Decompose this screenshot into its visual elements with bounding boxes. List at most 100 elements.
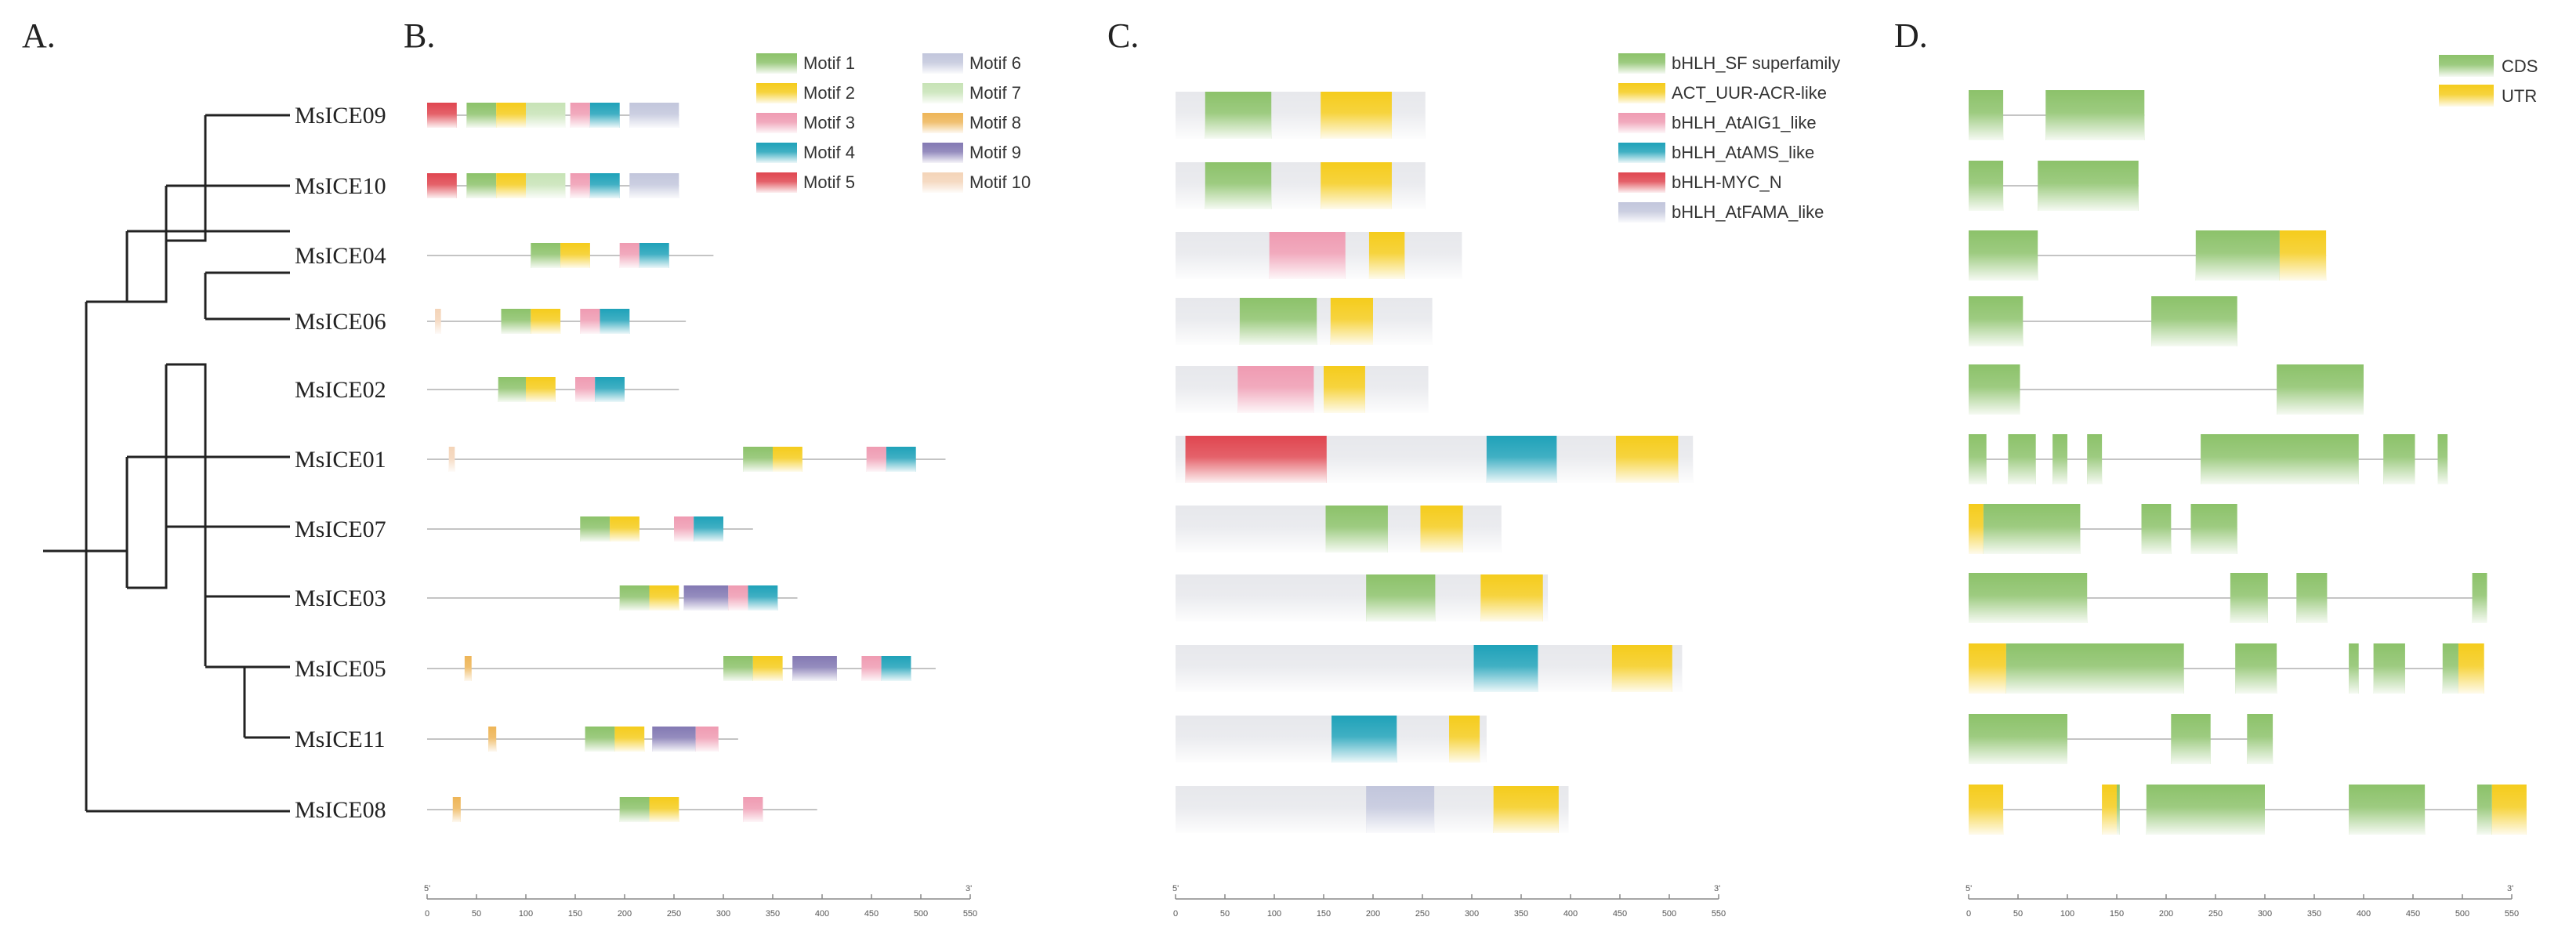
domain-box — [1205, 92, 1272, 139]
panel-b-tick-label: 0 — [425, 909, 429, 919]
motif-legend: Motif 1 Motif 2 Motif 3 Motif 4 Motif 5 Motif… — [756, 53, 1031, 193]
motif-box — [639, 243, 669, 268]
motif-box — [452, 797, 461, 822]
motif-box — [464, 656, 472, 681]
gene-label: MsICE10 — [295, 173, 386, 199]
cds-box — [2296, 573, 2328, 623]
cds-box — [2052, 434, 2067, 484]
legend-label: UTR — [2502, 86, 2537, 106]
panel-b-tick-label: 50 — [472, 909, 481, 919]
legend-label: Motif 2 — [803, 83, 855, 103]
panel-c-axis: 0 50 100 150 200 250 300 350 400 450 500 550 5' 3' — [1172, 884, 1726, 919]
cds-box — [2008, 434, 2036, 484]
panel-c-tick-label: 250 — [1415, 909, 1429, 919]
panel-b-tick-label: 100 — [519, 909, 533, 919]
gene-label: MsICE01 — [295, 447, 386, 473]
cds-box — [2151, 296, 2237, 346]
legend-swatch — [756, 143, 797, 163]
cds-box — [2349, 785, 2426, 835]
utr-box — [2491, 785, 2527, 835]
panel-d-tick-label: 450 — [2406, 909, 2420, 919]
legend-label: Motif 5 — [803, 172, 855, 192]
gene-label: MsICE09 — [295, 103, 386, 129]
panel-c-tick-label: 500 — [1662, 909, 1676, 919]
motif-box — [674, 516, 694, 542]
cds-box — [2230, 573, 2268, 623]
cds-box — [1969, 230, 2038, 281]
motif-box — [610, 516, 639, 542]
cds-box — [2476, 785, 2492, 835]
panel-c-tick-label: 450 — [1613, 909, 1627, 919]
cds-box — [1983, 504, 2081, 554]
legend-swatch — [1618, 172, 1665, 193]
motif-box — [570, 173, 590, 198]
motif-box — [427, 103, 457, 128]
legend-label: Motif 4 — [803, 143, 855, 162]
panel-c-tick-label: 400 — [1563, 909, 1578, 919]
legend-swatch — [1618, 53, 1665, 74]
motif-box — [629, 173, 679, 198]
cds-box — [2146, 785, 2265, 835]
motif-box — [861, 656, 882, 681]
motif-box — [496, 173, 526, 198]
gene-labels: MsICE09 MsICE10 MsICE04 MsICE06 MsICE02 MsICE… — [295, 103, 386, 823]
panel-c-domains — [1176, 92, 1694, 833]
motif-box — [773, 447, 803, 472]
motif-box — [575, 377, 596, 402]
panel-letter-d: D. — [1894, 16, 1928, 55]
utr-box — [1969, 785, 2004, 835]
legend-label: ACT_UUR-ACR-like — [1672, 83, 1827, 103]
motif-box — [580, 309, 600, 334]
utr-box — [2279, 230, 2327, 281]
legend-label: bHLH_AtFAMA_like — [1672, 202, 1824, 222]
cds-box — [2038, 161, 2139, 211]
motif-box — [498, 377, 526, 402]
panel-d-tick-label: 150 — [2110, 909, 2124, 919]
legend-swatch — [2439, 55, 2494, 77]
panel-b-end-label: 3' — [966, 884, 972, 893]
tree-branches — [43, 114, 290, 813]
domain-box — [1321, 162, 1392, 209]
panel-letter-a: A. — [22, 16, 56, 55]
motif-box — [501, 309, 531, 334]
panel-b-tick-label: 350 — [766, 909, 780, 919]
cds-box — [1969, 434, 1987, 484]
legend-swatch — [756, 83, 797, 103]
gene-label: MsICE03 — [295, 585, 386, 611]
panel-b-tick-label: 300 — [716, 909, 730, 919]
gene-label: MsICE08 — [295, 797, 386, 823]
motif-box — [649, 797, 679, 822]
phylogenetic-tree: MsICE09 MsICE10 MsICE04 MsICE06 MsICE02 MsICE… — [43, 103, 386, 823]
utr-box — [2458, 643, 2484, 694]
panel-c-tick-label: 0 — [1173, 909, 1178, 919]
legend-label: bHLH-MYC_N — [1672, 172, 1782, 192]
motif-box — [886, 447, 916, 472]
cds-box — [1969, 296, 2023, 346]
gene-label: MsICE05 — [295, 656, 386, 682]
domain-box — [1366, 786, 1435, 833]
gene-label: MsICE07 — [295, 516, 386, 542]
motif-box — [585, 727, 615, 752]
panel-d-start-label: 5' — [1966, 884, 1972, 893]
panel-d-tick-label: 200 — [2159, 909, 2173, 919]
motif-box — [448, 447, 455, 472]
motif-box — [589, 103, 620, 128]
cds-box — [2195, 230, 2280, 281]
legend-label: Motif 8 — [969, 113, 1021, 132]
motif-box — [595, 377, 625, 402]
panel-letter-b: B. — [404, 16, 435, 55]
motif-box — [531, 309, 561, 334]
cds-box — [1969, 90, 2004, 140]
motif-box — [531, 243, 561, 268]
panel-c-tick-label: 100 — [1267, 909, 1281, 919]
cds-box — [1969, 364, 2020, 415]
protein-backbone-shade — [1176, 716, 1487, 763]
cds-box — [1969, 573, 2088, 623]
motif-box — [589, 173, 620, 198]
legend-swatch — [1618, 202, 1665, 223]
cds-box — [2117, 785, 2120, 835]
motif-box — [866, 447, 886, 472]
motif-box — [619, 585, 650, 611]
panel-b-axis: 0 50 100 150 200 250 300 350 400 450 500 550 5' 3' — [424, 884, 977, 919]
cds-box — [2373, 643, 2405, 694]
